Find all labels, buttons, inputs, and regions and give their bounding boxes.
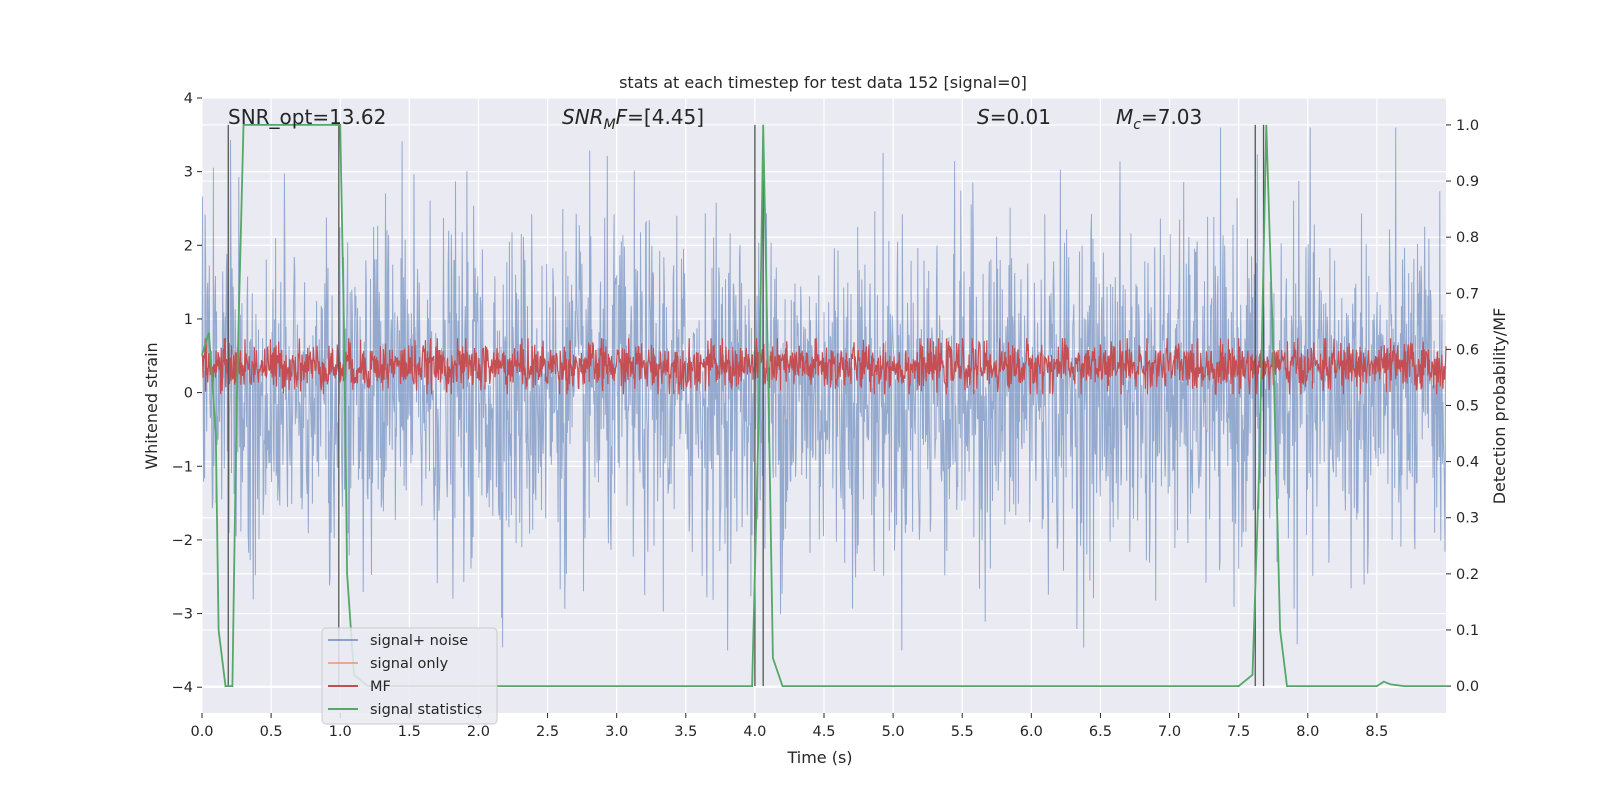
y2-tick-label: 0.0	[1456, 679, 1479, 695]
y-axis-label: Whitened strain	[142, 342, 161, 469]
mc-label: M	[1116, 105, 1133, 129]
signal-noise-series	[201, 127, 1447, 651]
chart-title: stats at each timestep for test data 152…	[619, 73, 1027, 92]
x-tick-label: 0.0	[190, 724, 213, 740]
mf-line	[201, 338, 1447, 396]
x-tick-label: 1.5	[398, 724, 421, 740]
legend-label-signal-noise: signal+ noise	[370, 633, 468, 649]
signal-statistics-line	[201, 124, 1446, 687]
s-label: S	[977, 105, 990, 129]
x-tick-label: 0.5	[260, 724, 283, 740]
s-value: =0.01	[990, 105, 1051, 129]
legend-box	[321, 627, 498, 725]
x-tick-label: 6.5	[1089, 724, 1112, 740]
y2-axis-label: Detection probability/MF	[1490, 308, 1509, 505]
mc-annotation: Mc=7.03	[1116, 105, 1202, 133]
legend-label-mf: MF	[370, 679, 391, 695]
x-tick-label: 1.0	[329, 724, 352, 740]
x-tick-label: 7.0	[1158, 724, 1181, 740]
y2-tick-label: 0.5	[1456, 399, 1479, 415]
s-annotation: S=0.01	[977, 105, 1051, 129]
x-tick-label: 2.0	[467, 724, 490, 740]
y2-tick-label: 1.0	[1456, 118, 1479, 134]
y-tick-label: −2	[172, 533, 193, 549]
x-ticks: 0.0 0.5 1.0 1.5 2.0 2.5 3.0 3.5 4.0 4.5 5.0 5.5 6.0 6…	[190, 713, 1388, 740]
snr-mf-sub: M	[604, 117, 616, 133]
y-ticks: 4 3 2 1 0 −1 −2 −3 −4	[172, 91, 202, 696]
y-tick-label: −1	[172, 459, 193, 475]
x-tick-label: 8.5	[1365, 724, 1388, 740]
legend-label-signal-statistics: signal statistics	[370, 702, 482, 718]
y2-tick-label: 0.7	[1456, 286, 1479, 302]
mc-sub: c	[1133, 117, 1141, 133]
signal-statistics-series	[201, 124, 1446, 687]
x-tick-label: 5.0	[882, 724, 905, 740]
y-tick-label: 0	[184, 386, 193, 402]
legend: signal+ noise signal only MF signal stat…	[321, 627, 498, 725]
mc-value: =7.03	[1141, 105, 1202, 129]
snr-mf-label: SNR	[562, 105, 604, 129]
snr-mf-annotation: SNRMF=[4.45]	[562, 105, 704, 133]
x-tick-label: 2.5	[536, 724, 559, 740]
y2-tick-label: 0.9	[1456, 174, 1479, 190]
signal-noise-line	[201, 127, 1447, 651]
x-tick-label: 6.0	[1020, 724, 1043, 740]
y-tick-label: 1	[184, 312, 193, 328]
snr-mf-label2: F	[616, 105, 628, 129]
y2-tick-label: 0.4	[1456, 455, 1479, 471]
y2-tick-label: 0.3	[1456, 511, 1479, 527]
x-tick-label: 5.5	[951, 724, 974, 740]
snr-opt-annotation: SNR_opt=13.62	[228, 105, 386, 129]
y2-tick-label: 0.8	[1456, 230, 1479, 246]
legend-label-signal-only: signal only	[370, 656, 449, 672]
x-tick-label: 4.0	[743, 724, 766, 740]
y2-tick-label: 0.2	[1456, 567, 1479, 583]
x-tick-label: 4.5	[812, 724, 835, 740]
y-tick-label: −4	[172, 680, 193, 696]
x-tick-label: 7.5	[1227, 724, 1250, 740]
y-tick-label: 4	[184, 91, 193, 107]
x-tick-label: 3.0	[605, 724, 628, 740]
y2-ticks: 1.0 0.9 0.8 0.7 0.6 0.5 0.4 0.3 0.2 0.1 0.0	[1446, 118, 1479, 695]
y2-tick-label: 0.6	[1456, 342, 1479, 358]
snr-mf-value: =[4.45]	[627, 105, 704, 129]
x-tick-label: 3.5	[674, 724, 697, 740]
y2-tick-label: 0.1	[1456, 623, 1479, 639]
mf-series	[201, 338, 1447, 396]
x-tick-label: 8.0	[1296, 724, 1319, 740]
x-axis-label: Time (s)	[786, 748, 852, 767]
y-tick-label: 3	[184, 165, 193, 181]
y-tick-label: −3	[172, 607, 193, 623]
y-tick-label: 2	[184, 238, 193, 254]
